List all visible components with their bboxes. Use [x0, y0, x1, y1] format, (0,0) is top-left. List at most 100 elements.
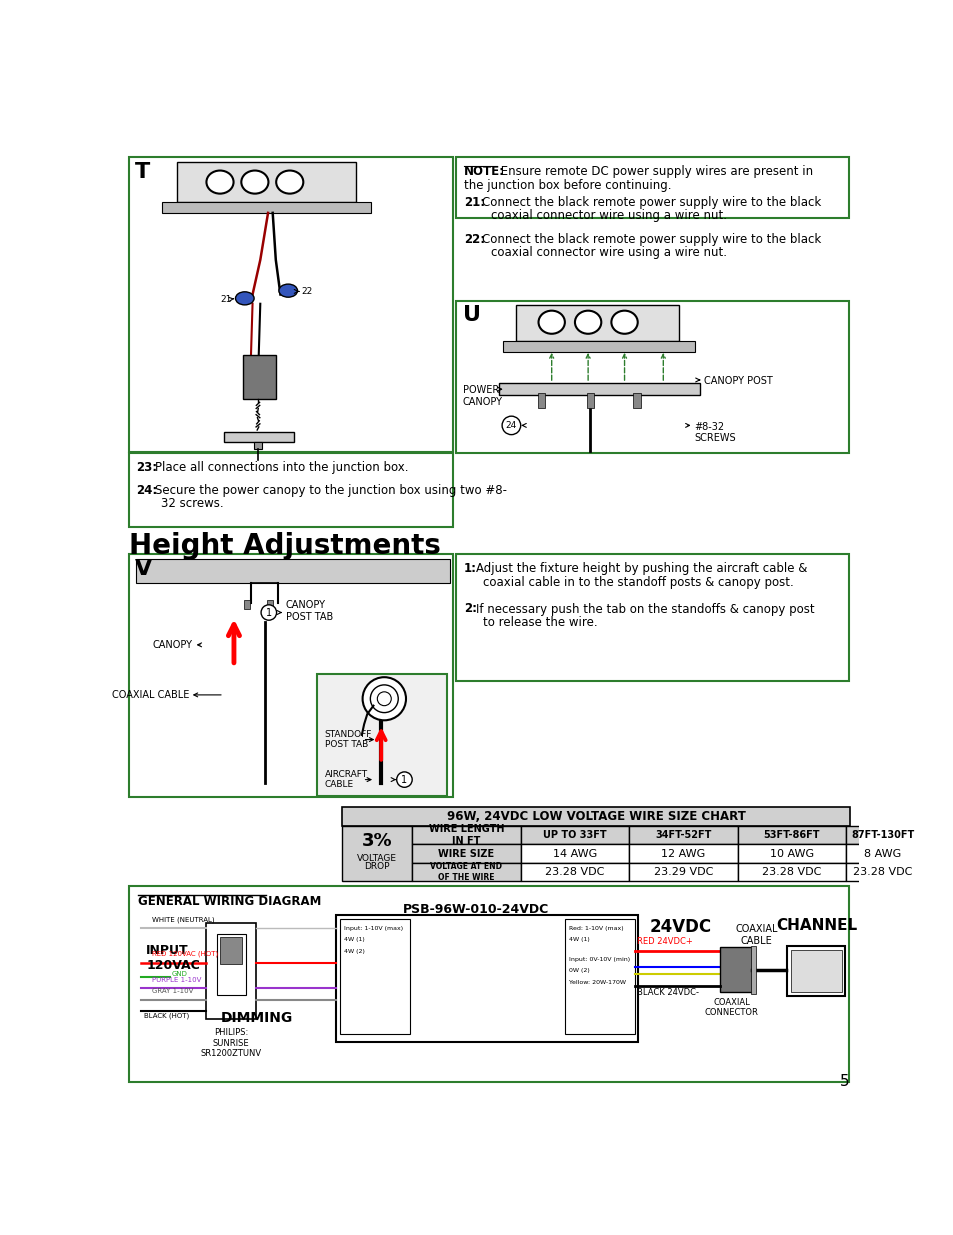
Text: coaxial cable in to the standoff posts & canopy post.: coaxial cable in to the standoff posts &… — [483, 576, 794, 589]
Text: STANDOFF
POST TAB: STANDOFF POST TAB — [324, 730, 372, 750]
Text: coaxial connector wire using a wire nut.: coaxial connector wire using a wire nut. — [491, 246, 726, 259]
Bar — [845, 826, 919, 845]
Ellipse shape — [206, 170, 233, 194]
Text: Place all connections into the junction box.: Place all connections into the junction … — [154, 461, 408, 474]
Text: 4W (1): 4W (1) — [568, 937, 589, 942]
Text: 1:: 1: — [464, 562, 476, 576]
Text: 87FT-130FT: 87FT-130FT — [850, 830, 914, 840]
Circle shape — [396, 772, 412, 787]
Bar — [456, 157, 848, 217]
Text: 96W, 24VDC LOW VOLTAGE WIRE SIZE CHART: 96W, 24VDC LOW VOLTAGE WIRE SIZE CHART — [446, 810, 745, 823]
Text: 21: 21 — [220, 295, 232, 304]
Bar — [243, 354, 275, 399]
Text: CHANNEL: CHANNEL — [776, 918, 857, 934]
Circle shape — [362, 677, 406, 720]
Text: 23.28 VDC: 23.28 VDC — [852, 867, 912, 877]
Text: the junction box before continuing.: the junction box before continuing. — [464, 179, 671, 191]
Text: GND: GND — [171, 972, 187, 977]
Circle shape — [261, 605, 276, 620]
Text: 1: 1 — [401, 774, 407, 784]
Bar — [412, 863, 520, 882]
Bar — [786, 946, 844, 995]
Bar — [129, 885, 848, 1082]
Text: Height Adjustments: Height Adjustments — [129, 531, 440, 559]
Ellipse shape — [276, 170, 303, 194]
Bar — [520, 863, 629, 882]
Text: VOLTAGE: VOLTAGE — [357, 853, 396, 862]
Text: POWER
CANOPY: POWER CANOPY — [462, 385, 502, 408]
Text: If necessary push the tab on the standoffs & canopy post: If necessary push the tab on the standof… — [476, 603, 814, 615]
Text: Yellow: 20W-170W: Yellow: 20W-170W — [568, 979, 625, 984]
Text: Input: 1-10V (max): Input: 1-10V (max) — [344, 926, 403, 931]
Bar — [220, 936, 241, 963]
Text: 24VDC: 24VDC — [649, 918, 712, 936]
Text: 21:: 21: — [464, 196, 485, 209]
Bar — [412, 845, 520, 863]
Bar — [244, 600, 250, 609]
Bar — [224, 431, 294, 442]
Text: WIRE SIZE: WIRE SIZE — [438, 848, 494, 858]
Text: Connect the black remote power supply wire to the black: Connect the black remote power supply wi… — [481, 196, 821, 209]
Bar — [520, 826, 629, 845]
Text: 23.28 VDC: 23.28 VDC — [761, 867, 821, 877]
Text: 23:: 23: — [136, 461, 157, 474]
Text: 12 AWG: 12 AWG — [660, 848, 705, 858]
Text: COAXIAL
CABLE: COAXIAL CABLE — [734, 924, 777, 946]
Circle shape — [501, 416, 520, 435]
Text: 24: 24 — [505, 421, 517, 430]
Text: 32 screws.: 32 screws. — [161, 496, 224, 510]
Text: DROP: DROP — [364, 862, 390, 871]
Text: CANOPY
POST TAB: CANOPY POST TAB — [286, 600, 333, 621]
Bar — [633, 393, 640, 409]
Text: 4W (2): 4W (2) — [344, 948, 364, 953]
Bar — [129, 555, 452, 797]
Text: 34FT-52FT: 34FT-52FT — [655, 830, 711, 840]
Bar — [737, 845, 845, 863]
Text: 4W (1): 4W (1) — [344, 937, 364, 942]
Text: #8-32
SCREWS: #8-32 SCREWS — [694, 421, 735, 443]
Text: WHITE (NEUTRAL): WHITE (NEUTRAL) — [152, 916, 214, 923]
Text: RED 24VDC+: RED 24VDC+ — [637, 937, 692, 946]
Text: CANOPY: CANOPY — [152, 640, 193, 650]
Bar — [498, 383, 700, 395]
Bar — [720, 947, 752, 992]
Bar — [177, 162, 355, 203]
Bar — [412, 826, 520, 845]
Text: V: V — [134, 558, 152, 579]
Text: GENERAL WIRING DIAGRAM: GENERAL WIRING DIAGRAM — [137, 895, 321, 908]
Bar — [586, 393, 594, 409]
Text: 10 AWG: 10 AWG — [769, 848, 813, 858]
Bar — [340, 919, 410, 1035]
Text: T: T — [134, 162, 150, 182]
Ellipse shape — [278, 284, 297, 298]
Text: 22:: 22: — [464, 233, 485, 246]
Ellipse shape — [611, 311, 637, 333]
Bar — [316, 674, 447, 795]
Bar — [162, 203, 371, 212]
Bar — [790, 950, 841, 992]
Bar — [456, 300, 848, 453]
Text: GRAY 1-10V: GRAY 1-10V — [152, 988, 193, 994]
Bar — [253, 442, 261, 450]
Bar — [845, 863, 919, 882]
Bar — [516, 305, 679, 341]
Bar — [845, 845, 919, 863]
Text: 1: 1 — [266, 608, 272, 618]
Bar — [737, 826, 845, 845]
Text: 0W (2): 0W (2) — [568, 968, 589, 973]
Bar — [629, 845, 737, 863]
Text: 22: 22 — [301, 287, 312, 296]
Text: PURPLE 1-10V: PURPLE 1-10V — [152, 977, 201, 983]
Text: PSB-96W-010-24VDC: PSB-96W-010-24VDC — [402, 903, 548, 916]
Text: WIRE LENGTH
IN FT: WIRE LENGTH IN FT — [428, 824, 504, 846]
Text: Secure the power canopy to the junction box using two #8-: Secure the power canopy to the junction … — [154, 484, 506, 496]
Text: Input: 0V-10V (min): Input: 0V-10V (min) — [568, 957, 629, 962]
Ellipse shape — [575, 311, 600, 333]
Text: Ensure remote DC power supply wires are present in: Ensure remote DC power supply wires are … — [497, 165, 813, 178]
Text: Adjust the fixture height by pushing the aircraft cable &: Adjust the fixture height by pushing the… — [476, 562, 806, 576]
Text: NOTE:: NOTE: — [464, 165, 504, 178]
Bar — [456, 555, 848, 680]
Bar — [520, 845, 629, 863]
Text: 2:: 2: — [464, 603, 476, 615]
Text: 23.28 VDC: 23.28 VDC — [545, 867, 604, 877]
